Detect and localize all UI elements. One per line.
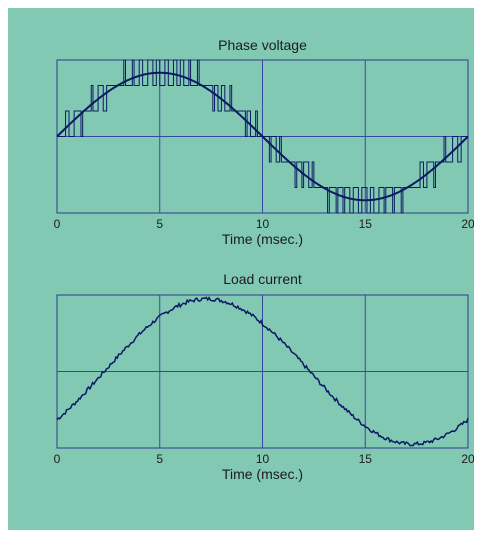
voltage-tick-label: 5 [156,217,163,231]
voltage-x-axis-label: Time (msec.) [222,231,303,247]
voltage-chart-title: Phase voltage [218,37,307,53]
current-current-line [56,296,469,447]
voltage-tick-label: 10 [256,217,270,231]
current-chart-title: Load current [223,271,302,287]
voltage-pwm-line [57,59,468,214]
figure-background [8,8,474,530]
voltage-tick-label: 0 [54,217,61,231]
current-tick-label: 5 [156,452,163,466]
current-tick-label: 0 [54,452,61,466]
current-tick-label: 10 [256,452,270,466]
current-x-axis-label: Time (msec.) [222,466,303,482]
voltage-tick-label: 15 [359,217,373,231]
current-tick-label: 20 [461,452,474,466]
voltage-tick-label: 20 [461,217,474,231]
figure-panel: Phase voltage 0 5 10 15 20 Time (msec.) Load cu… [8,8,474,530]
figure-svg: Phase voltage 0 5 10 15 20 Time (msec.) Load cu… [8,8,474,530]
current-tick-label: 15 [359,452,373,466]
